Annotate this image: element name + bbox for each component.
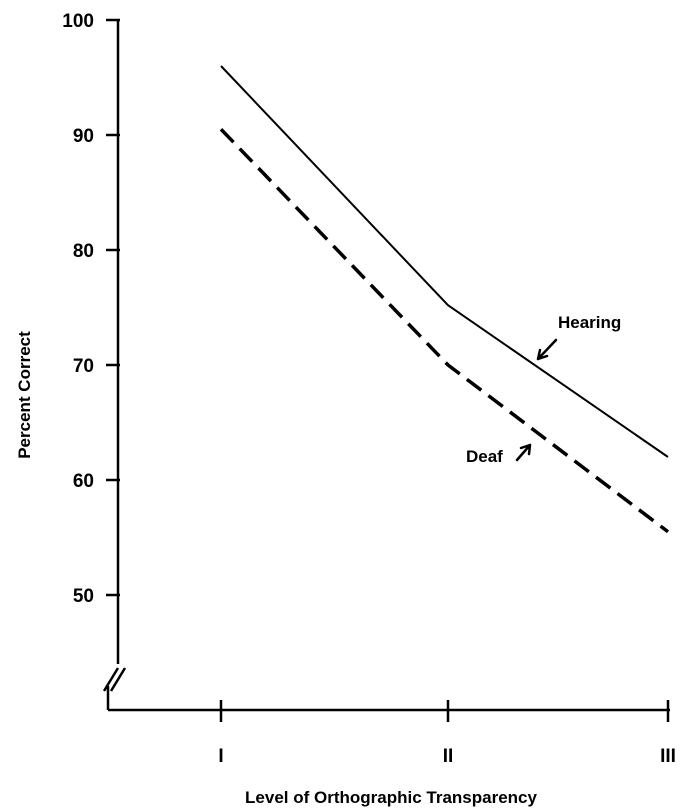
series-line-hearing [220, 65, 669, 458]
axis-labels: Level of Orthographic Transparency Perce… [15, 331, 537, 807]
series-annotations: Hearing Deaf [466, 313, 621, 466]
y-axis-title: Percent Correct [15, 331, 34, 459]
y-tick-label: 80 [73, 241, 94, 262]
hearing-arrow-icon [536, 338, 558, 361]
deaf-arrow-icon [515, 443, 532, 462]
series-lines [219, 65, 670, 534]
axes [102, 20, 670, 712]
y-tick-label: 60 [73, 471, 94, 492]
y-tick-label: 70 [73, 356, 94, 377]
x-tick-label: II [443, 746, 454, 767]
x-axis-title: Level of Orthographic Transparency [245, 788, 537, 807]
x-tick-label: I [218, 746, 223, 767]
y-tick-label: 100 [62, 11, 94, 32]
y-tick-label: 50 [73, 586, 94, 607]
y-tick-label: 90 [73, 126, 94, 147]
y-axis-break-mark [109, 667, 127, 692]
y-axis-break-mark [102, 667, 120, 692]
x-tick-label: III [660, 746, 676, 767]
series-label-deaf: Deaf [466, 447, 503, 466]
series-label-hearing: Hearing [558, 313, 621, 332]
